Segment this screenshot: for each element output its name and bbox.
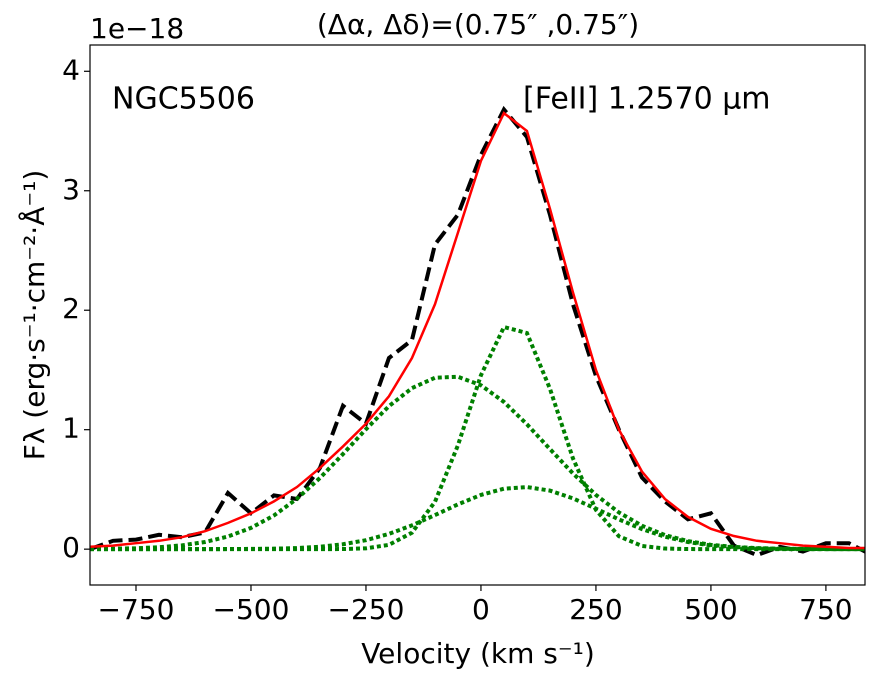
annotation: NGC5506 (112, 82, 255, 117)
annotation: [FeII] 1.2570 μm (523, 82, 771, 117)
y-tick-label: 4 (62, 53, 80, 86)
y-tick-label: 2 (62, 292, 80, 325)
line-series (90, 111, 865, 550)
y-axis-label: Fλ (erg·s⁻¹·cm⁻²·Å⁻¹) (17, 170, 51, 461)
x-tick-label: −250 (328, 593, 405, 626)
plot-frame (89, 44, 866, 586)
offset-text: 1e−18 (90, 12, 184, 45)
x-tick-label: −750 (98, 593, 175, 626)
chart-title: (Δα, Δδ)=(0.75″ ,0.75″) (317, 8, 639, 41)
line-series (90, 374, 865, 552)
x-tick-label: 500 (684, 593, 737, 626)
x-tick-label: −500 (213, 593, 290, 626)
line-series (90, 324, 865, 552)
y-tick-label: 0 (62, 531, 80, 564)
y-tick-label: 3 (62, 173, 80, 206)
x-axis-label: Velocity (km s⁻¹) (361, 637, 595, 670)
line-series (90, 485, 865, 552)
x-tick-label: 750 (799, 593, 852, 626)
line-series (90, 105, 865, 558)
x-tick-label: 250 (569, 593, 622, 626)
y-tick-label: 1 (62, 412, 80, 445)
x-tick-label: 0 (472, 593, 490, 626)
